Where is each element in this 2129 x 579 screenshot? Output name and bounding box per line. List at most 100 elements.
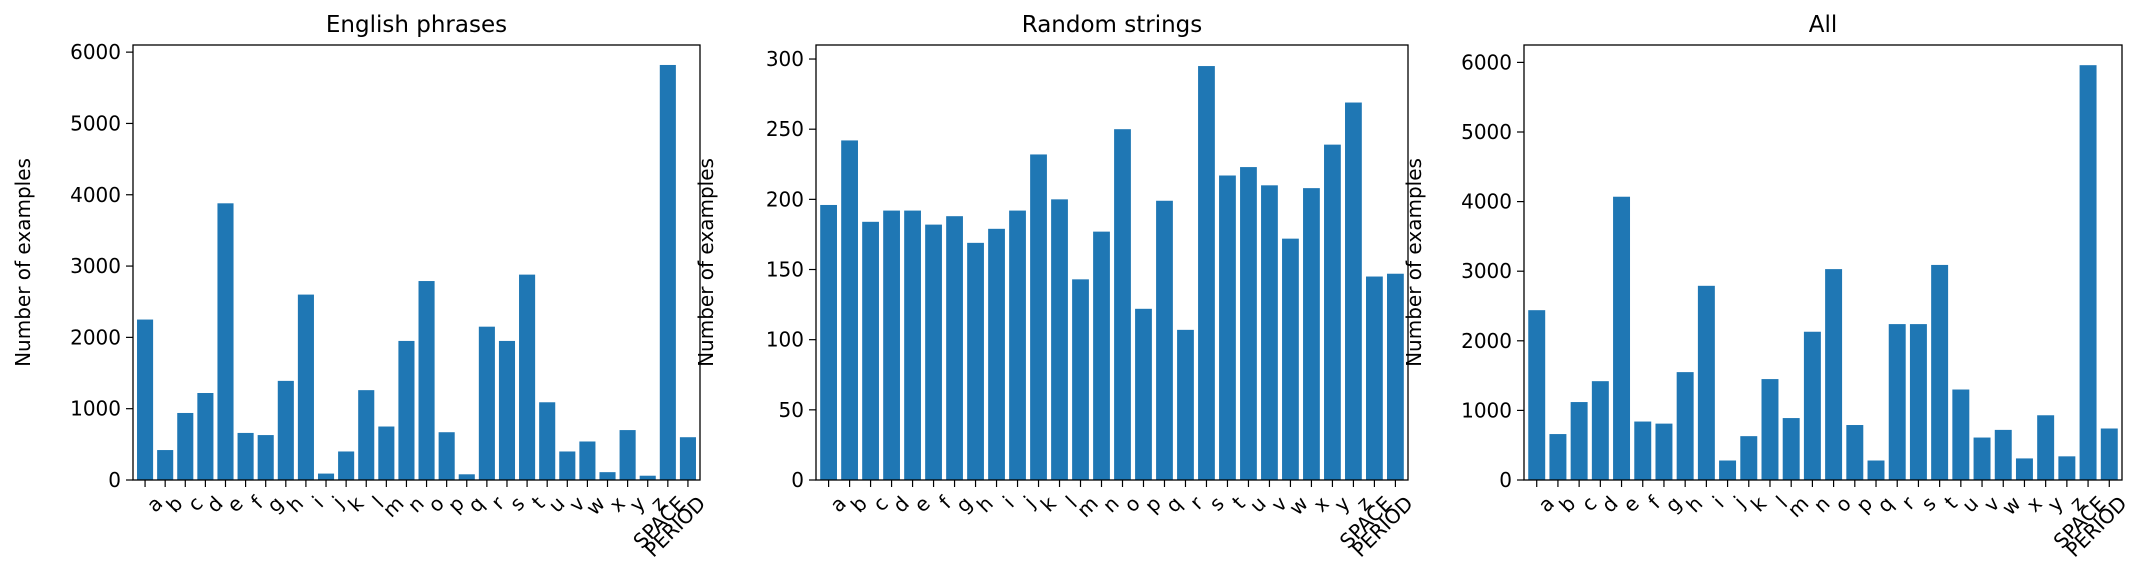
x-tick-label-n: n (403, 491, 429, 517)
bar-q (1867, 460, 1885, 480)
bar-d (197, 393, 214, 480)
y-axis-label: Number of examples (1402, 158, 1426, 367)
x-tick-label-h: h (972, 491, 998, 517)
x-tick-label-e: e (1618, 491, 1644, 517)
bar-a (1528, 310, 1546, 480)
x-tick-label-b: b (162, 491, 188, 517)
y-tick-label: 50 (779, 398, 804, 422)
x-tick-label-x: x (2021, 491, 2046, 516)
x-tick-label-p: p (443, 491, 469, 517)
y-tick-label: 5000 (1461, 120, 1512, 144)
bar-m (1072, 279, 1089, 480)
x-tick-label-b: b (846, 491, 872, 517)
bar-w (1994, 429, 2012, 480)
x-tick-label-y: y (625, 491, 650, 516)
x-tick-label-o: o (423, 491, 449, 517)
y-tick-label: 150 (766, 258, 804, 282)
bar-u (1240, 167, 1257, 480)
bar-j (1719, 460, 1737, 480)
x-tick-label-i: i (998, 491, 1019, 512)
x-tick-label-k: k (343, 491, 368, 516)
bar-w (1282, 238, 1299, 480)
bar-u (1952, 389, 1970, 480)
bar-SPACE (2079, 65, 2097, 481)
x-tick-label-e: e (909, 491, 935, 517)
bar-s (498, 340, 516, 480)
bar-p (1135, 308, 1152, 480)
x-tick-label-a: a (142, 491, 168, 517)
y-tick-label: 6000 (1461, 50, 1512, 74)
x-tick-label-a: a (825, 491, 851, 517)
bar-v (1973, 437, 1991, 480)
x-tick-label-r: r (486, 491, 509, 514)
bar-b (841, 140, 858, 481)
axes-frame (815, 44, 1409, 481)
y-tick-label: 4000 (70, 183, 121, 207)
x-tick-label-k: k (1746, 491, 1771, 516)
bar-o (418, 281, 435, 480)
chart-title: All (1809, 12, 1838, 38)
bar-y (2037, 415, 2055, 480)
bar-o (1825, 269, 1843, 480)
y-tick-label: 3000 (70, 254, 121, 278)
x-tick-label-w: w (1997, 491, 2026, 520)
x-tick-label-q: q (1161, 491, 1187, 517)
x-tick-label-r: r (1185, 491, 1208, 514)
x-tick-label-y: y (2043, 491, 2068, 516)
x-tick-label-i: i (1708, 491, 1729, 512)
x-tick-label-e: e (222, 491, 248, 517)
x-tick-label-i: i (307, 491, 328, 512)
y-tick-label: 1000 (1461, 398, 1512, 422)
bar-r (1177, 329, 1194, 480)
x-tick-label-m: m (378, 491, 409, 522)
bar-a (820, 204, 837, 480)
y-tick-label: 0 (791, 468, 804, 492)
bar-PERIOD (2100, 428, 2118, 480)
x-tick-label-c: c (1577, 491, 1602, 516)
bar-c (177, 412, 194, 480)
x-tick-label-m: m (1072, 491, 1103, 522)
bar-n (398, 340, 415, 480)
bar-v (1261, 185, 1278, 480)
bar-t (1931, 264, 1949, 480)
bar-l (1761, 379, 1779, 480)
x-tick-label-u: u (544, 491, 570, 517)
x-tick-label-g: g (951, 491, 977, 517)
x-tick-label-k: k (1036, 491, 1061, 516)
x-tick-label-w: w (1284, 491, 1313, 520)
bar-h (1676, 372, 1694, 480)
bar-r (1888, 324, 1906, 480)
bar-n (1093, 231, 1110, 480)
bar-b (1549, 434, 1567, 480)
bar-d (1591, 381, 1609, 480)
bar-j (1009, 210, 1026, 480)
x-tick-label-p: p (1140, 491, 1166, 517)
y-tick-label: 200 (766, 187, 804, 211)
bar-e (1613, 196, 1631, 481)
bar-n (1803, 331, 1821, 480)
y-tick-label: 6000 (70, 40, 121, 64)
bar-p (1846, 425, 1864, 480)
bar-r (478, 326, 495, 480)
y-tick-label: 2000 (1461, 329, 1512, 353)
x-tick-label-a: a (1533, 491, 1559, 517)
bar-q (458, 474, 475, 480)
bar-m (1782, 418, 1800, 480)
y-tick-label: 250 (766, 117, 804, 141)
x-tick-label-u: u (1245, 491, 1271, 517)
x-tick-label-x: x (1308, 491, 1333, 516)
bar-SPACE (659, 64, 676, 480)
x-tick-label-c: c (868, 491, 893, 516)
bar-k (1740, 436, 1758, 480)
bar-y (619, 430, 636, 480)
bar-x (1303, 188, 1320, 480)
bar-f (237, 432, 254, 480)
x-tick-label-n: n (1809, 491, 1835, 517)
x-tick-label-d: d (1597, 491, 1623, 517)
axes-frame (1523, 44, 2123, 481)
bar-z (1345, 102, 1362, 480)
bar-l (1051, 199, 1068, 480)
